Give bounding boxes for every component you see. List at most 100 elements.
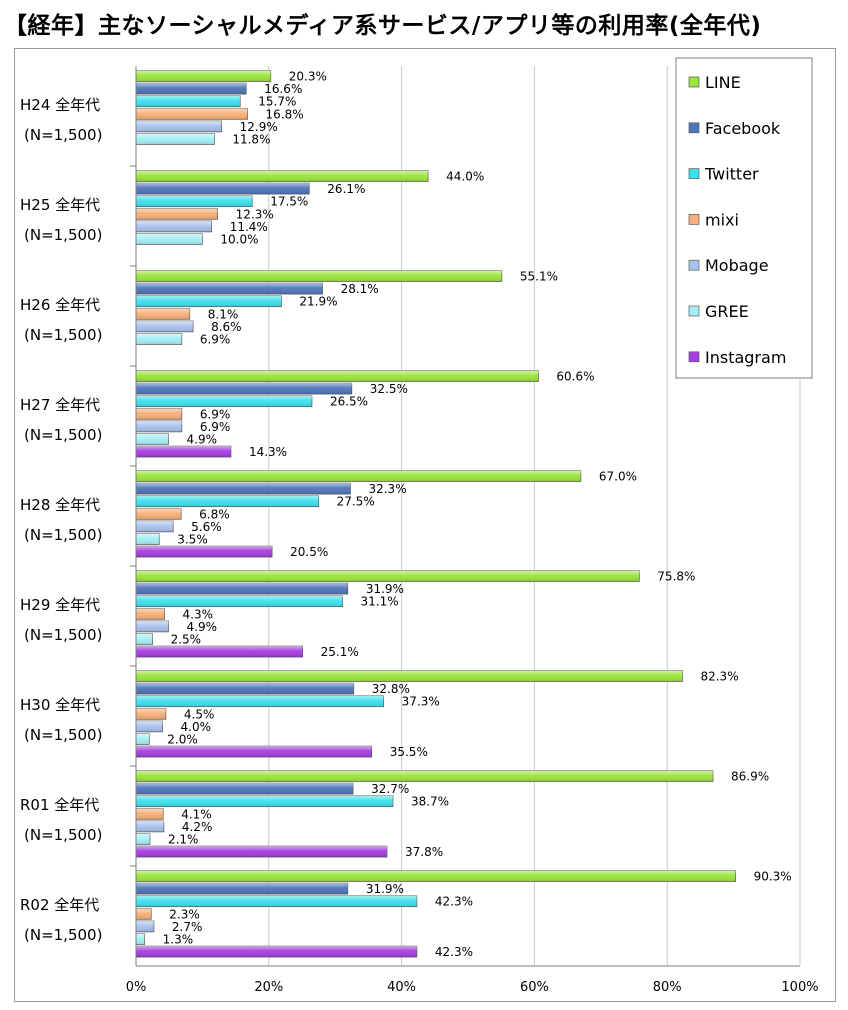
axes: 0% 20% 40% 60% 80% 100% [126, 66, 819, 995]
category-labels: H24 全年代 (N=1,500) H25 全年代 (N=1,500) H26 全年代 (… [20, 96, 102, 944]
x-tick-label: 20% [254, 980, 283, 995]
bar-shine [136, 283, 323, 295]
value-label: 4.2% [182, 820, 213, 834]
value-label: 42.3% [435, 895, 473, 909]
bar-shine [136, 320, 194, 332]
x-tick-label: 80% [653, 980, 682, 995]
bar-shine [136, 883, 348, 895]
bar-shine [136, 746, 372, 758]
bar-shine [136, 946, 417, 958]
bar-shine [136, 546, 273, 558]
category-n-label: (N=1,500) [24, 226, 102, 244]
value-label: 5.6% [191, 520, 222, 534]
value-label: 37.3% [402, 695, 440, 709]
category-label: H26 全年代 [20, 296, 100, 314]
legend-label: Mobage [705, 256, 769, 275]
category-label: H28 全年代 [20, 496, 100, 514]
value-label: 4.9% [187, 620, 218, 634]
value-label: 31.9% [366, 882, 404, 896]
bar-shine [136, 133, 215, 145]
value-label: 37.8% [405, 845, 443, 859]
bar-shine [136, 920, 154, 932]
x-tick-label: 40% [387, 980, 416, 995]
bar-shine [136, 720, 163, 732]
value-label: 17.5% [270, 195, 308, 209]
legend-swatch [688, 259, 700, 271]
value-label: 42.3% [435, 945, 473, 959]
value-label: 44.0% [446, 170, 484, 184]
value-label: 4.5% [184, 707, 215, 721]
value-label: 3.5% [177, 533, 208, 547]
value-label: 4.9% [187, 433, 218, 447]
legend-swatch [688, 76, 700, 88]
bar-shine [136, 708, 166, 720]
bar-shine [136, 846, 387, 858]
legend-label: mixi [705, 210, 739, 229]
value-label: 32.7% [371, 782, 409, 796]
bar-shine [136, 183, 310, 195]
bar-shine [136, 570, 640, 582]
category-label: H30 全年代 [20, 696, 100, 714]
value-label: 55.1% [520, 270, 558, 284]
value-label: 31.1% [361, 595, 399, 609]
x-tick-label: 0% [126, 980, 147, 995]
value-label: 20.3% [289, 70, 327, 84]
value-label: 38.7% [411, 795, 449, 809]
legend-swatch [688, 214, 700, 225]
value-label: 6.9% [200, 420, 231, 434]
value-label: 86.9% [731, 770, 769, 784]
x-tick-label: 100% [781, 980, 818, 995]
legend-swatch [688, 168, 700, 179]
value-label: 6.9% [200, 333, 231, 347]
value-label: 32.8% [372, 682, 410, 696]
bar-shine [136, 633, 153, 645]
value-label: 6.8% [199, 507, 230, 521]
bar-shine [136, 508, 182, 520]
chart-title: 【経年】主なソーシャルメディア系サービス/アプリ等の利用率(全年代) [4, 13, 762, 39]
bar-shine [136, 208, 218, 220]
value-label: 15.7% [258, 95, 296, 109]
category-n-label: (N=1,500) [24, 626, 102, 644]
value-label: 35.5% [390, 745, 428, 759]
bar-shine [136, 295, 282, 307]
legend-label: Instagram [705, 348, 786, 367]
legend-swatch [688, 122, 700, 134]
category-n-label: (N=1,500) [24, 326, 102, 344]
legend-label: Facebook [705, 119, 781, 138]
value-label: 90.3% [754, 870, 792, 884]
value-label: 60.6% [556, 370, 594, 384]
value-label: 1.3% [163, 933, 194, 947]
value-label: 2.5% [171, 633, 202, 647]
bar-shine [136, 808, 164, 820]
bar-shine [136, 233, 203, 245]
bar-shine [136, 220, 212, 232]
value-label: 31.9% [366, 582, 404, 596]
bar-shine [136, 783, 354, 795]
bar-shine [136, 83, 247, 95]
category-label: H27 全年代 [20, 396, 100, 414]
legend-label: LINE [705, 73, 741, 92]
bar-shine [136, 470, 581, 482]
bar-shine [136, 333, 182, 345]
value-label: 75.8% [657, 570, 695, 584]
value-label: 2.0% [167, 733, 198, 747]
bar-shine [136, 908, 152, 920]
legend-label: GREE [705, 302, 749, 321]
bar-shine [136, 646, 303, 658]
value-label: 12.3% [236, 207, 274, 221]
bar-shine [136, 870, 736, 882]
bar-shine [136, 670, 683, 682]
bar-shine [136, 446, 231, 458]
legend-swatch [688, 305, 700, 317]
bar-shine [136, 483, 351, 495]
value-label: 4.0% [181, 720, 212, 734]
value-label: 6.9% [200, 407, 231, 421]
value-label: 4.3% [183, 607, 214, 621]
value-label: 32.3% [368, 482, 406, 496]
value-label: 8.6% [211, 320, 242, 334]
bar-shine [136, 420, 182, 432]
category-n-label: (N=1,500) [24, 826, 102, 844]
legend-label: Twitter [704, 165, 759, 184]
bar-shine [136, 195, 253, 207]
